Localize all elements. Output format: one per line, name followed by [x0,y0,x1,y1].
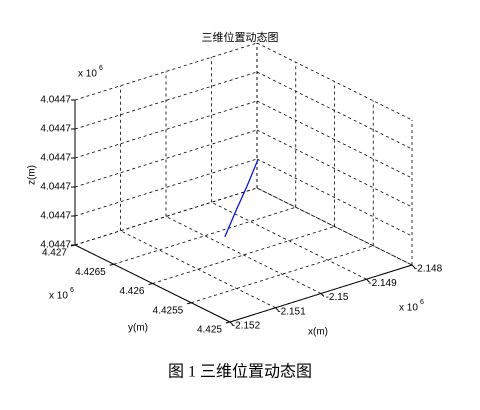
grid-line [211,201,367,280]
grid-line [113,206,296,265]
grid-line [74,100,258,159]
x-tick [229,321,234,326]
x-tick-label: -2.149 [368,278,397,289]
grid-line [74,158,258,217]
grid-line [256,42,413,121]
z-multiplier-power: 6 [99,65,103,72]
grid-line [120,230,276,309]
z-multiplier: x 10 [78,69,97,80]
x-multiplier: x 10 [399,303,418,314]
chart-title: 三维位置动态图 [202,30,279,44]
grid-line [256,71,413,150]
x-tick [320,293,325,297]
x-tick-label: -2.15 [326,292,349,303]
x-tick-label: -2.151 [277,306,306,317]
z-tick-label: 4.0447 [40,182,71,193]
y-tick [225,321,231,324]
caption: 图 1 三维位置动态图 [168,363,312,381]
grid-line [74,187,258,246]
y-tick-label: 4.427 [42,248,67,259]
x-tick [411,264,416,269]
y-tick [148,283,153,285]
grid-line [191,245,374,304]
z-tick-label: 4.0447 [40,240,71,251]
x-multiplier-power: 6 [420,299,424,306]
y-multiplier-power: 6 [70,287,74,294]
x-axis-label: x(m) [308,327,328,338]
x-tick-label: -2.148 [414,264,443,275]
grid-line [256,129,413,208]
grid-line [165,216,322,294]
grid-line [256,158,413,237]
grid-line [74,71,258,130]
x-tick [366,278,370,283]
z-tick-label: 4.0447 [40,124,71,135]
y-tick [187,302,192,305]
data-line [224,159,259,238]
z-tick-label: 4.0447 [40,211,71,222]
y-tick-label: 4.4255 [153,305,184,316]
y-axis-label: y(m) [128,323,148,334]
y-tick-label: 4.425 [197,325,222,336]
y-multiplier: x 10 [49,291,68,302]
grid-line [74,42,258,101]
z-axis-label: z(m) [27,165,38,185]
y-tick [109,263,114,266]
z-tick-label: 4.0447 [40,95,71,106]
grid-line [74,129,258,188]
grid-line [256,100,413,179]
z-tick-label: 4.0447 [40,153,71,164]
x-tick [275,307,279,312]
x-tick-label: -2.152 [232,321,261,332]
y-tick-label: 4.4265 [75,267,106,278]
grid-line [256,187,413,266]
grid-line [152,226,335,284]
y-tick-label: 4.426 [119,286,144,297]
